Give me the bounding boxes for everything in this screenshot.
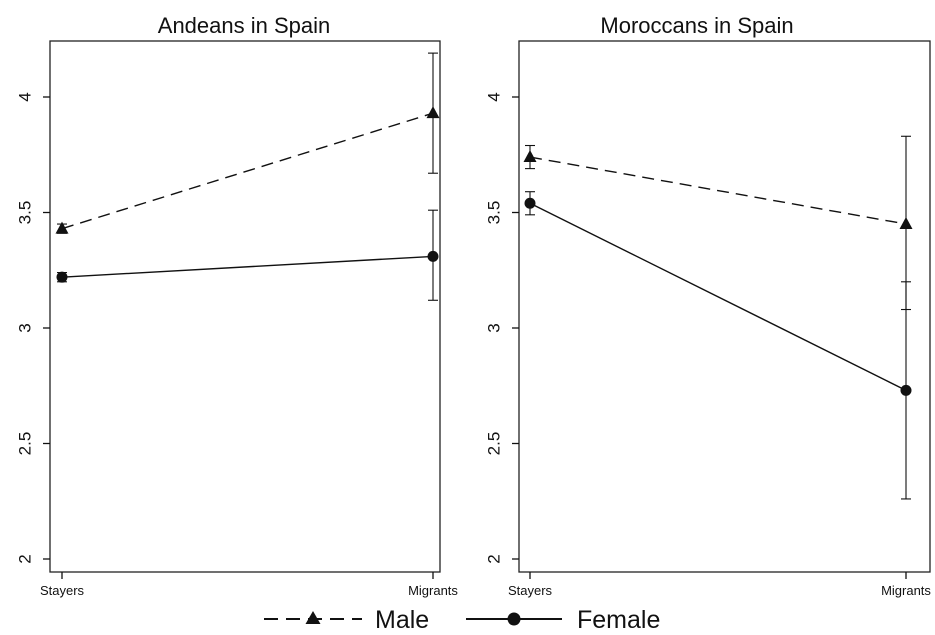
- point-female: [56, 271, 68, 283]
- point-female: [900, 384, 912, 396]
- panel-andeans: Andeans in Spain 2 2.5 3 3.5 4 Stayers Migran…: [16, 13, 459, 598]
- legend-male-label: Male: [375, 606, 429, 630]
- point-male: [55, 221, 69, 234]
- series-line-female: [529, 202, 907, 391]
- x-axis: Stayers Migrants: [40, 572, 458, 598]
- point-male: [426, 106, 440, 119]
- y-tick-label: 3: [16, 323, 35, 332]
- point-male: [523, 150, 537, 163]
- panel-title: Moroccans in Spain: [600, 13, 793, 38]
- x-tick-label: Migrants: [408, 583, 458, 598]
- legend-female-label: Female: [577, 606, 660, 630]
- x-tick-label: Stayers: [40, 583, 85, 598]
- plot-frame: [518, 40, 931, 573]
- plot-frame: [49, 40, 441, 573]
- y-tick-label: 4: [485, 92, 504, 101]
- y-tick-label: 2.5: [16, 432, 35, 456]
- point-male: [899, 217, 913, 230]
- x-tick-label: Stayers: [508, 583, 553, 598]
- legend-item-male: Male: [264, 606, 429, 634]
- x-tick-label: Migrants: [881, 583, 931, 598]
- panel-moroccans: Moroccans in Spain 2 2.5 3 3.5 4 Stayers Migr…: [485, 13, 932, 598]
- y-tick-label: 3: [485, 323, 504, 332]
- series-marks: [523, 135, 913, 500]
- series-line-male: [61, 112, 434, 230]
- y-tick-label: 4: [16, 92, 35, 101]
- y-axis: 2 2.5 3 3.5 4: [485, 92, 519, 564]
- point-female: [524, 197, 536, 209]
- series-line-female: [61, 255, 434, 278]
- x-axis: Stayers Migrants: [508, 572, 931, 598]
- y-tick-label: 2: [16, 554, 35, 563]
- point-female: [427, 250, 439, 262]
- y-tick-label: 2: [485, 554, 504, 563]
- legend-item-female: Female: [466, 606, 660, 634]
- y-tick-label: 3.5: [485, 201, 504, 225]
- legend-male-marker: [305, 611, 321, 624]
- y-tick-label: 2.5: [485, 432, 504, 456]
- series-line-male: [529, 156, 907, 225]
- y-tick-label: 3.5: [16, 201, 35, 225]
- legend-female-marker: [507, 612, 521, 626]
- panel-title: Andeans in Spain: [158, 13, 330, 38]
- y-axis: 2 2.5 3 3.5 4: [16, 92, 50, 564]
- series-marks: [55, 52, 440, 301]
- legend: Male Female: [264, 606, 660, 634]
